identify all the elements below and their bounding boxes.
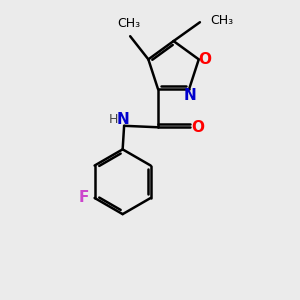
Text: O: O <box>199 52 212 67</box>
Text: CH₃: CH₃ <box>210 14 233 27</box>
Text: N: N <box>183 88 196 103</box>
Text: F: F <box>79 190 89 206</box>
Text: O: O <box>191 120 204 135</box>
Text: H: H <box>109 113 119 126</box>
Text: N: N <box>116 112 129 127</box>
Text: CH₃: CH₃ <box>117 17 140 30</box>
